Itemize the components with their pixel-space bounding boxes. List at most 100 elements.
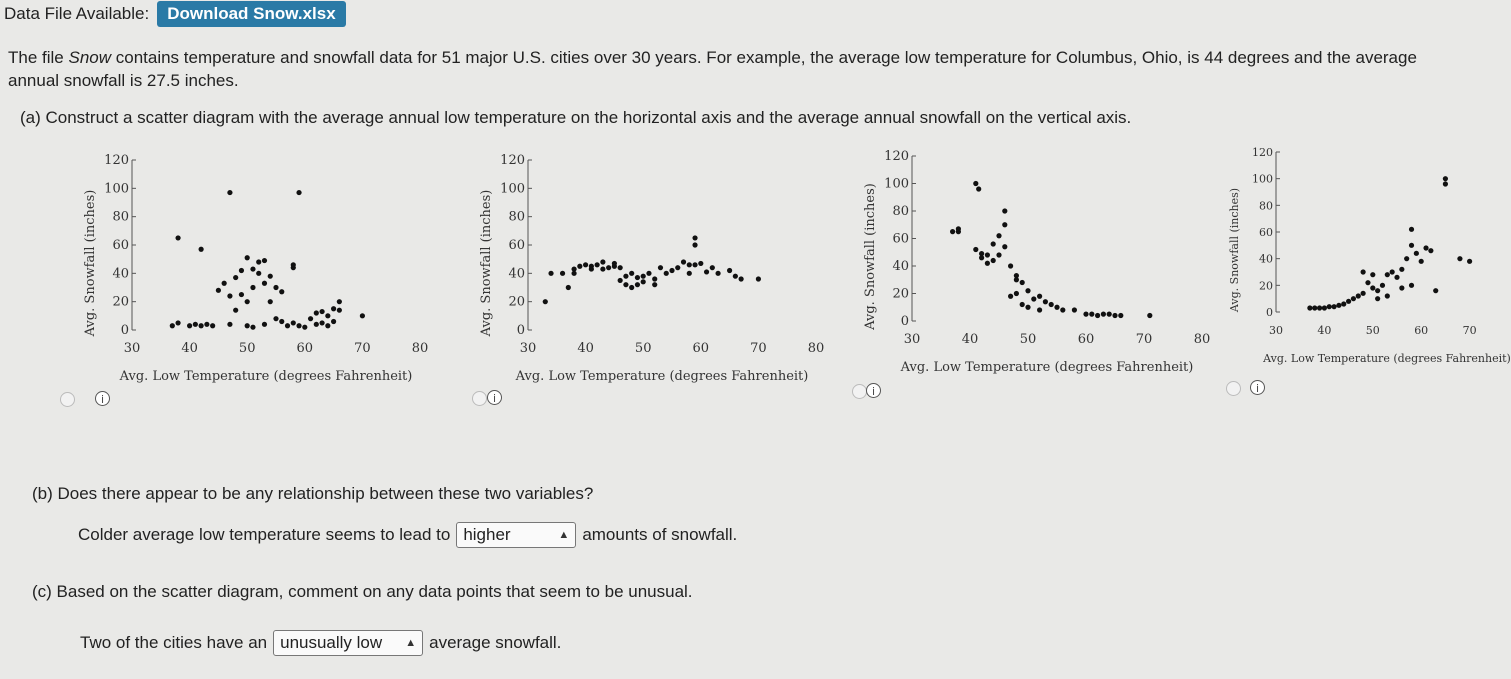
data-point <box>1408 282 1415 288</box>
data-point <box>244 299 250 305</box>
data-point <box>583 262 589 268</box>
data-point <box>1384 272 1390 278</box>
data-point <box>979 251 985 257</box>
data-point <box>1089 311 1095 317</box>
scatter-option-2[interactable]: 0 20 40 60 80 100 120 30 40 50 60 70 80 Avg. Low Temp… <box>476 148 826 390</box>
data-point <box>290 320 296 326</box>
data-point <box>1457 256 1463 262</box>
y-tick-label: 40 <box>892 259 909 274</box>
data-point <box>215 287 221 293</box>
scatter-option-3[interactable]: 0 20 40 60 80 100 120 30 40 50 60 70 80 Avg. Low Temp… <box>862 144 1210 381</box>
data-point <box>1408 226 1415 232</box>
data-point <box>1037 293 1043 299</box>
data-point <box>336 299 342 305</box>
data-point <box>187 323 193 329</box>
data-point <box>996 252 1002 258</box>
data-point <box>732 273 738 279</box>
y-tick-label: 100 <box>500 181 525 196</box>
x-tick-label: 50 <box>1020 332 1037 347</box>
data-point <box>1037 307 1043 313</box>
data-point <box>313 321 319 327</box>
data-point <box>1013 290 1019 297</box>
data-point <box>1433 288 1439 294</box>
data-point <box>1399 266 1405 272</box>
data-point <box>1341 301 1347 307</box>
y-axis-label: Avg. Snowfall (inches) <box>83 190 98 338</box>
x-tick-label: 70 <box>750 341 767 356</box>
data-point <box>256 259 262 265</box>
y-tick-label: 120 <box>884 149 909 164</box>
data-point <box>973 180 979 187</box>
data-point <box>623 282 629 288</box>
radio-option-1[interactable] <box>60 392 75 407</box>
data-point <box>313 310 319 316</box>
data-point <box>1112 312 1118 319</box>
x-tick-label: 30 <box>520 341 537 356</box>
data-point <box>1321 305 1327 311</box>
scatter-option-4[interactable]: 0 20 40 60 80 100 120 30 40 50 60 70 Avg. Low Temper… <box>1228 140 1511 372</box>
data-point <box>198 323 204 329</box>
data-point <box>238 267 245 274</box>
x-tick-label: 80 <box>808 341 825 356</box>
data-point <box>273 316 279 322</box>
data-point <box>1031 296 1037 302</box>
y-tick-label: 40 <box>112 266 129 281</box>
data-point <box>1365 280 1371 286</box>
data-point <box>1467 258 1473 264</box>
data-point <box>738 276 744 282</box>
x-tick-label: 30 <box>904 332 921 347</box>
x-tick-label: 40 <box>962 332 979 347</box>
data-point <box>652 276 658 282</box>
y-tick-label: 60 <box>892 232 909 247</box>
scatter-option-1[interactable]: 0 20 40 60 80 100 120 30 40 50 60 70 80 Avg. Low Temp… <box>80 148 428 390</box>
data-point <box>1370 272 1376 278</box>
data-point <box>675 265 681 271</box>
radio-option-2[interactable] <box>472 391 487 406</box>
y-tick-label: 0 <box>121 323 129 338</box>
data-point <box>606 265 612 271</box>
data-point <box>210 323 216 329</box>
info-icon[interactable]: i <box>487 390 502 405</box>
data-point <box>227 293 233 299</box>
data-point <box>692 242 698 248</box>
data-point <box>709 265 715 271</box>
data-point <box>640 279 646 285</box>
data-point <box>594 262 600 268</box>
data-point <box>1389 269 1395 275</box>
data-point <box>1442 181 1448 187</box>
data-point <box>646 270 652 276</box>
x-tick-label: 70 <box>1136 332 1153 347</box>
data-point <box>1331 304 1337 310</box>
data-point <box>261 280 268 286</box>
radio-option-3[interactable] <box>852 384 867 399</box>
data-point <box>611 260 617 267</box>
unusual-select[interactable]: unusually low ▲︎ <box>273 630 424 656</box>
data-point <box>548 270 554 276</box>
data-point <box>686 270 692 276</box>
data-point <box>279 289 285 295</box>
relationship-select[interactable]: higher ▲︎ <box>456 522 577 548</box>
info-icon[interactable]: i <box>95 391 110 406</box>
question-c-answer: Two of the cities have an unusually low … <box>80 630 561 656</box>
data-point <box>1379 282 1386 288</box>
data-point <box>588 266 594 272</box>
unusual-select-value: unusually low <box>280 633 383 652</box>
data-point <box>1394 274 1400 280</box>
data-point <box>565 284 571 291</box>
data-point <box>290 262 296 268</box>
y-tick-label: 100 <box>884 177 909 192</box>
info-icon[interactable]: i <box>1250 380 1265 395</box>
data-point <box>1002 208 1008 214</box>
data-point <box>238 291 245 298</box>
data-point <box>571 270 577 276</box>
data-point <box>1375 296 1381 302</box>
info-icon[interactable]: i <box>866 383 881 398</box>
radio-option-4[interactable] <box>1226 381 1241 396</box>
y-tick-label: 60 <box>508 238 525 253</box>
y-tick-label: 40 <box>508 266 525 281</box>
x-tick-label: 40 <box>181 341 198 356</box>
data-point <box>1360 269 1366 275</box>
download-snow-button[interactable]: Download Snow.xlsx <box>157 1 346 27</box>
x-axis-label: Avg. Low Temperature (degrees Fahrenheit… <box>119 369 413 384</box>
